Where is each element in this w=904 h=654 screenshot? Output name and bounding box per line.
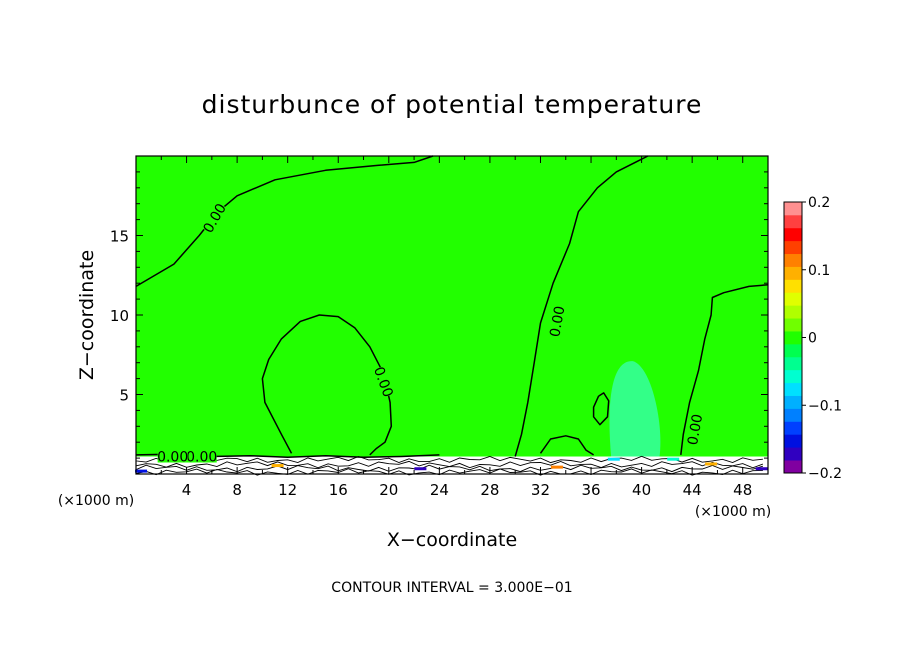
colorbar-tick-label: 0.2	[808, 195, 830, 211]
x-tick-label: 48	[733, 481, 752, 499]
colorbar-tick-label: −0.2	[808, 466, 842, 482]
x-tick-label: 16	[329, 481, 348, 499]
surface-color-spot	[667, 457, 680, 461]
field-background	[136, 156, 768, 474]
colorbar-swatch	[784, 227, 802, 242]
colorbar-swatch	[784, 343, 802, 358]
x-tick-label: 4	[182, 481, 192, 499]
contour-label-group: 0.00	[157, 448, 188, 466]
contour-label: 0.00	[685, 413, 706, 446]
cool-anomaly-region	[609, 361, 661, 459]
contour-label-group: 0.00	[546, 305, 568, 338]
colorbar-swatch	[784, 331, 802, 345]
colorbar-swatch	[784, 318, 802, 332]
x-tick-label: 12	[278, 481, 297, 499]
x-axis-label: X−coordinate	[387, 529, 517, 551]
colorbar-tick-label: 0	[808, 331, 817, 347]
contour-label-bg	[684, 413, 704, 446]
contour-label-bg	[157, 448, 188, 463]
x-unit-label-right: (×1000 m)	[695, 504, 771, 520]
colorbar-swatch	[784, 421, 802, 435]
contour-label-group: 0.00	[684, 413, 706, 446]
surface-color-spot	[271, 464, 284, 468]
y-axis-label: Z−coordinate	[76, 250, 98, 380]
surface-color-spot	[135, 469, 148, 473]
contour-label-bg	[199, 201, 228, 235]
colorbar-swatch	[784, 408, 802, 422]
colorbar-tick-label: −0.1	[808, 398, 842, 414]
colorbar-swatch	[784, 253, 802, 267]
zero-contour-line	[261, 314, 393, 456]
colorbar-swatch	[784, 447, 802, 461]
colorbar-swatch	[784, 356, 802, 371]
contour-label: 0.00	[157, 450, 188, 466]
contour-interval-text: CONTOUR INTERVAL = 3.000E−01	[331, 580, 572, 596]
x-unit-label-left: (×1000 m)	[58, 493, 134, 509]
contour-label-bg	[186, 448, 217, 463]
contour-label: 0.00	[186, 450, 217, 466]
x-tick-label: 28	[480, 481, 499, 499]
colorbar-swatch	[784, 266, 802, 280]
zero-contour-line	[592, 392, 610, 426]
y-tick-label: 5	[119, 387, 129, 405]
chart-title: disturbunce of potential temperature	[202, 90, 703, 119]
surface-noise-contour	[135, 460, 764, 469]
x-tick-label: 40	[632, 481, 651, 499]
colorbar-swatch	[784, 395, 802, 409]
colorbar-swatch	[784, 279, 802, 293]
x-tick-label: 32	[531, 481, 550, 499]
surface-color-spot	[705, 462, 718, 466]
surface-color-spot	[550, 465, 563, 469]
contour-label-bg	[372, 364, 397, 398]
contour-label: 0.00	[547, 305, 568, 338]
x-tick-label: 36	[581, 481, 600, 499]
colorbar-swatch	[784, 202, 802, 216]
colorbar-swatch	[784, 292, 802, 306]
colorbar-swatch	[784, 460, 802, 474]
surface-color-spot	[414, 467, 427, 471]
x-tick-label: 24	[430, 481, 449, 499]
colorbar: 0.2 0.1 0 −0.1 −0.2	[783, 195, 842, 482]
colorbar-swatch	[784, 214, 802, 229]
contour-label-group: 0.00	[186, 448, 217, 466]
y-tick-label: 10	[110, 307, 129, 325]
colorbar-swatch	[784, 369, 802, 384]
colorbar-swatch	[784, 240, 802, 255]
surface-noise-contour	[135, 468, 763, 476]
colorbar-swatch	[784, 434, 802, 448]
colorbar-swatch	[784, 382, 802, 396]
zero-contour-line	[680, 284, 769, 455]
x-tick-label: 20	[379, 481, 398, 499]
zero-contour-line	[514, 155, 649, 457]
contour-label-bg	[546, 305, 566, 338]
y-tick-label: 15	[110, 228, 129, 246]
surface-layer-band	[136, 456, 768, 474]
colorbar-swatch	[784, 305, 802, 319]
zero-contour-line	[539, 435, 595, 456]
surface-color-spot	[607, 457, 620, 461]
x-tick-label: 44	[683, 481, 702, 499]
surface-color-spot	[755, 467, 768, 471]
surface-noise-contour	[135, 455, 763, 464]
zero-contour-line	[135, 155, 434, 288]
plot-area: 0.000.000.000.000.000.00	[135, 155, 769, 476]
colorbar-tick-label: 0.1	[808, 263, 830, 279]
x-tick-label: 8	[232, 481, 242, 499]
surface-noise-contour	[135, 464, 764, 473]
